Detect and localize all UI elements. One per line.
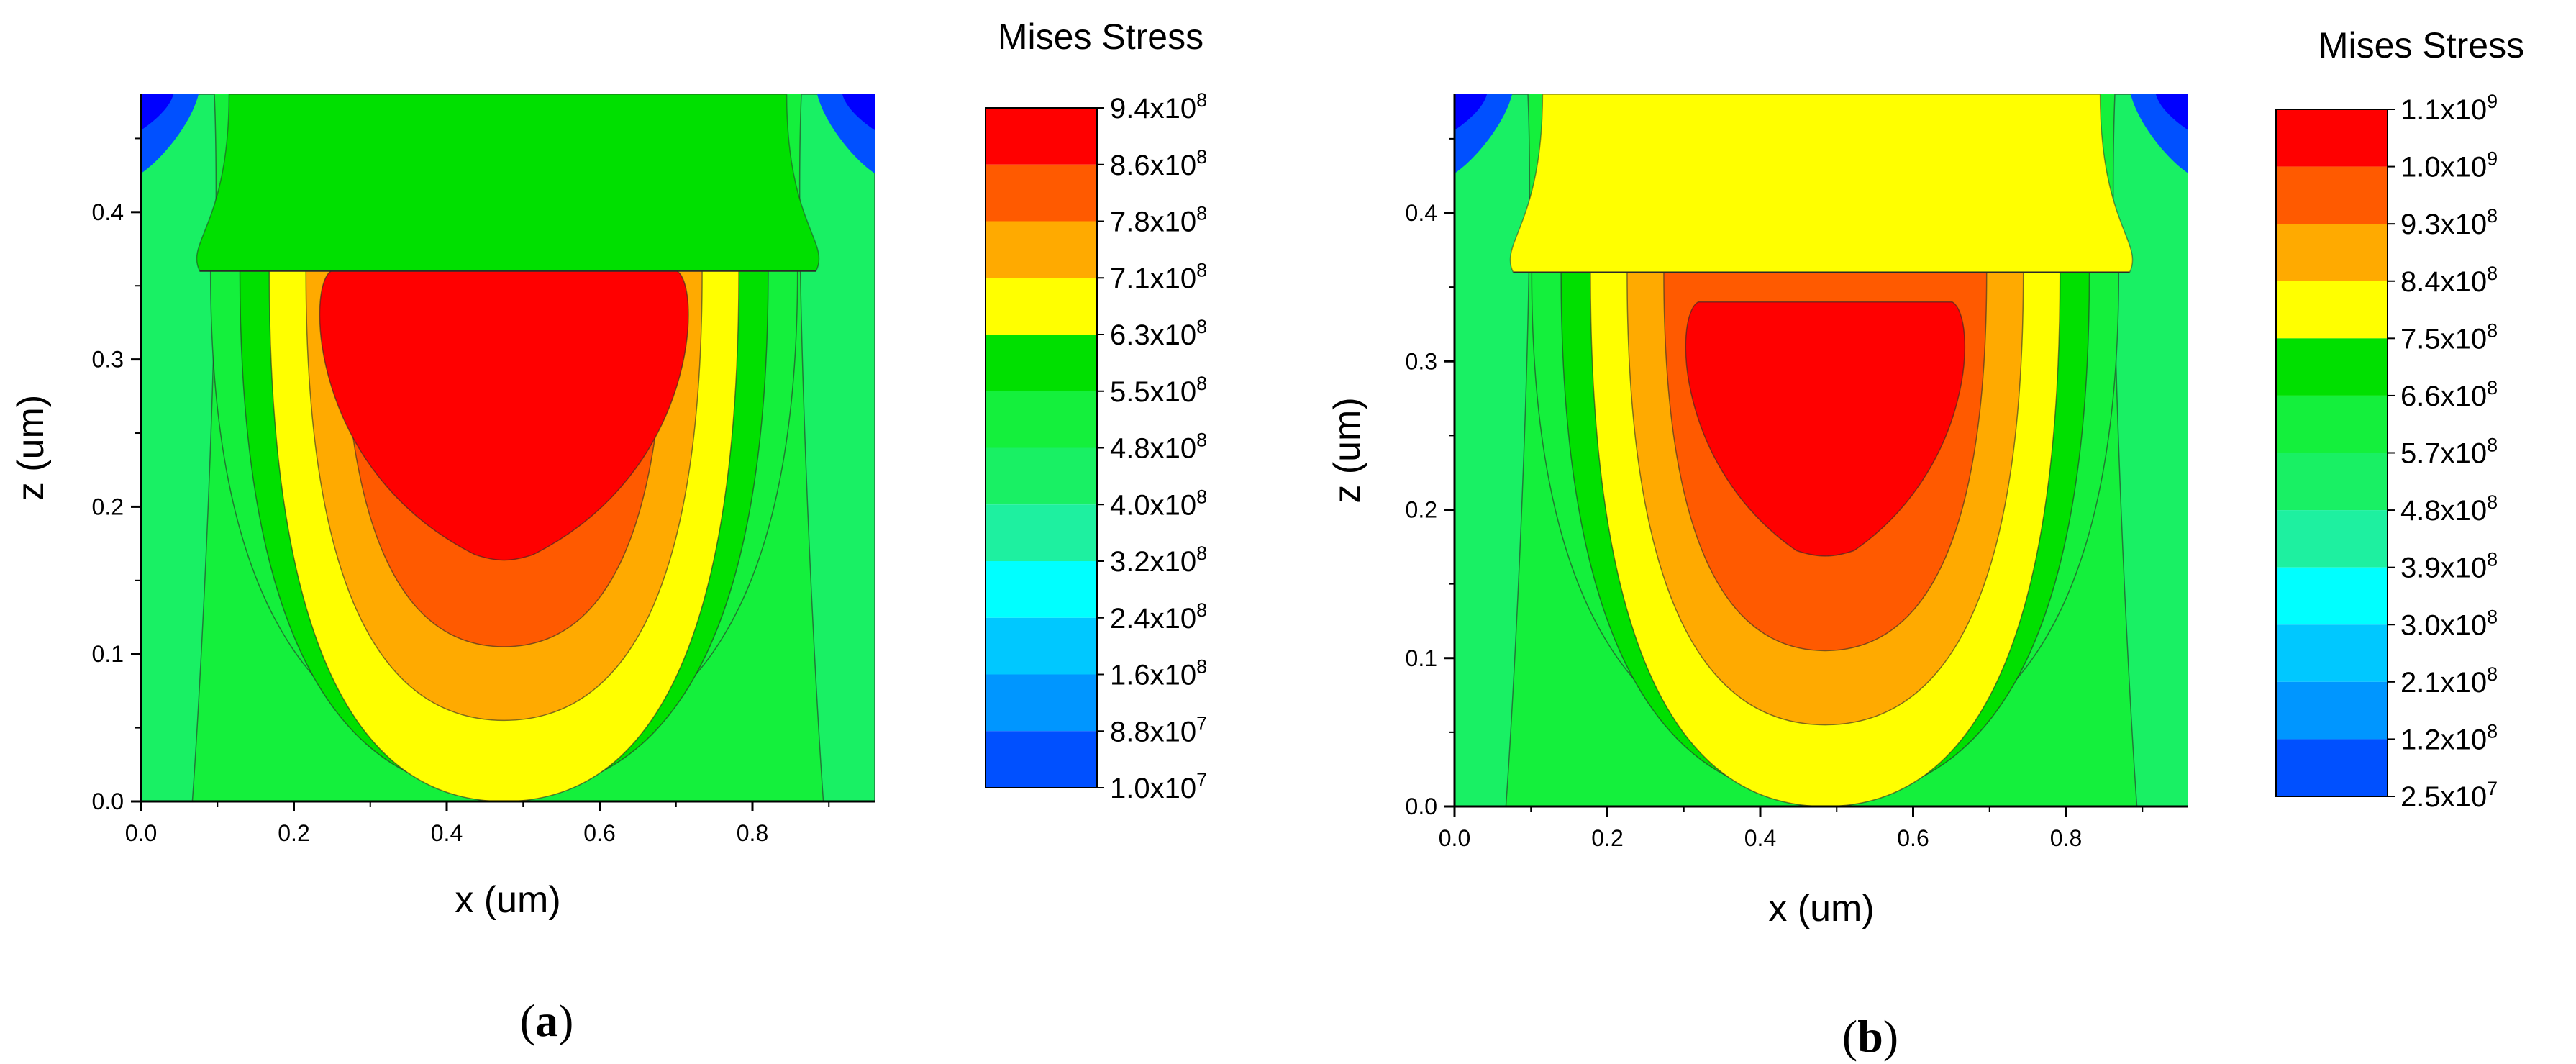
contour-band xyxy=(842,94,875,130)
colorbar-level-label: 2.4x108 xyxy=(1110,599,1207,635)
colorbar-level-label: 2.1x108 xyxy=(2400,663,2498,699)
y-tick-label: 0.0 xyxy=(1406,794,1437,819)
colorbar-title: Mises Stress xyxy=(998,17,1203,57)
colorbar-level-label: 4.0x108 xyxy=(1110,486,1207,521)
colorbar-swatch xyxy=(2276,567,2388,625)
colorbar-swatch xyxy=(2276,224,2388,281)
colorbar-swatch xyxy=(986,221,1097,278)
y-tick-label: 0.1 xyxy=(1406,645,1437,671)
contour-band xyxy=(1455,94,1487,130)
contour-band xyxy=(196,94,820,272)
colorbar-swatch xyxy=(2276,166,2388,224)
colorbar-swatch xyxy=(2276,681,2388,740)
colorbar-swatch xyxy=(986,617,1097,675)
colorbar-level-label: 7.1x108 xyxy=(1110,259,1207,294)
colorbar-swatch xyxy=(2276,739,2388,796)
colorbar-level-label: 3.9x108 xyxy=(2400,549,2498,584)
colorbar-swatch xyxy=(986,561,1097,618)
y-tick-label: 0.1 xyxy=(92,641,124,667)
contour-band xyxy=(319,270,689,561)
colorbar-level-label: 5.7x108 xyxy=(2400,435,2498,470)
colorbar-swatch xyxy=(986,391,1097,448)
colorbar: 9.4x108 8.6x108 7.8x108 7.1x108 6.3x108 5.5x1… xyxy=(985,17,1207,804)
panel-caption: (b) xyxy=(1842,1011,1898,1062)
colorbar-level-label: 3.2x108 xyxy=(1110,542,1207,578)
contour-band xyxy=(141,94,217,801)
colorbar-level-label: 5.5x108 xyxy=(1110,373,1207,408)
contour-band xyxy=(1509,94,2134,273)
x-tick-label: 0.8 xyxy=(2050,825,2082,851)
y-tick-label: 0.3 xyxy=(92,347,124,373)
colorbar-level-label: 6.3x108 xyxy=(1110,316,1207,351)
colorbar-swatch xyxy=(986,278,1097,335)
contour-band xyxy=(141,94,173,130)
contour-band xyxy=(2112,94,2188,806)
colorbar-swatch xyxy=(986,335,1097,391)
colorbar: 1.1x109 1.0x109 9.3x108 8.4x108 7.5x108 6.6x1… xyxy=(2275,25,2524,813)
colorbar-swatch xyxy=(2276,395,2388,453)
colorbar-level-label: 8.4x108 xyxy=(2400,263,2498,298)
colorbar-level-label: 9.4x108 xyxy=(1110,89,1207,124)
colorbar-swatch xyxy=(986,164,1097,222)
colorbar-swatch xyxy=(986,504,1097,561)
y-tick-label: 0.3 xyxy=(1406,348,1437,374)
panel-b: 0.0 0.2 0.4 0.6 0.8 0.0 0.1 0.2 0.3 0.4 x (um) z (u… xyxy=(1326,25,2524,1062)
contour-band xyxy=(1685,301,1965,557)
colorbar-level-label: 1.1x109 xyxy=(2400,91,2498,126)
colorbar-level-label: 1.6x108 xyxy=(1110,656,1207,691)
colorbar-level-label: 1.2x108 xyxy=(2400,720,2498,755)
x-tick-label: 0.4 xyxy=(431,820,463,846)
colorbar-level-label: 7.8x108 xyxy=(1110,203,1207,238)
x-tick-label: 0.2 xyxy=(1591,825,1623,851)
x-tick-label: 0.8 xyxy=(737,820,768,846)
x-tick-label: 0.4 xyxy=(1744,825,1776,851)
colorbar-swatch xyxy=(2276,109,2388,167)
contour-band xyxy=(2156,94,2188,130)
colorbar-level-label: 7.5x108 xyxy=(2400,319,2498,355)
contour-band xyxy=(798,94,875,801)
colorbar-level-label: 8.6x108 xyxy=(1110,146,1207,181)
x-axis-label: x (um) xyxy=(1768,888,1874,929)
y-tick-label: 0.2 xyxy=(1406,497,1437,523)
colorbar-swatch xyxy=(2276,338,2388,396)
colorbar-swatch xyxy=(2276,453,2388,511)
contour-field xyxy=(1455,94,2188,806)
colorbar-level-label: 4.8x108 xyxy=(2400,491,2498,527)
colorbar-level-label: 9.3x108 xyxy=(2400,205,2498,240)
panel-a: 0.0 0.2 0.4 0.6 0.8 0.0 0.1 0.2 0.3 0.4 x (um) z (u… xyxy=(10,17,1207,1046)
colorbar-swatch xyxy=(986,447,1097,505)
x-tick-label: 0.0 xyxy=(1439,825,1470,851)
colorbar-level-label: 6.6x108 xyxy=(2400,377,2498,412)
x-axis-label: x (um) xyxy=(455,879,560,921)
colorbar-swatch xyxy=(986,731,1097,788)
colorbar-level-label: 2.5x107 xyxy=(2400,778,2498,813)
contour-band xyxy=(1455,94,1531,806)
colorbar-swatch xyxy=(986,674,1097,732)
colorbar-level-label: 1.0x109 xyxy=(2400,148,2498,183)
x-tick-label: 0.0 xyxy=(125,820,157,846)
colorbar-swatch xyxy=(2276,510,2388,568)
colorbar-swatch xyxy=(986,108,1097,165)
x-tick-label: 0.2 xyxy=(278,820,309,846)
y-tick-label: 0.2 xyxy=(92,494,124,519)
colorbar-title: Mises Stress xyxy=(2318,25,2524,65)
colorbar-level-label: 4.8x108 xyxy=(1110,429,1207,465)
colorbar-level-label: 3.0x108 xyxy=(2400,606,2498,641)
y-axis-label: z (um) xyxy=(1326,397,1368,503)
colorbar-level-label: 1.0x107 xyxy=(1110,769,1207,804)
y-tick-label: 0.4 xyxy=(92,199,124,225)
colorbar-swatch xyxy=(2276,281,2388,339)
y-tick-label: 0.0 xyxy=(92,788,124,814)
x-tick-label: 0.6 xyxy=(1897,825,1929,851)
panel-caption: (a) xyxy=(520,995,574,1046)
contour-field xyxy=(141,94,875,801)
y-axis-label: z (um) xyxy=(10,395,52,501)
colorbar-swatch xyxy=(2276,624,2388,682)
colorbar-level-label: 8.8x107 xyxy=(1110,712,1207,747)
y-tick-label: 0.4 xyxy=(1406,200,1437,226)
x-tick-label: 0.6 xyxy=(583,820,615,846)
